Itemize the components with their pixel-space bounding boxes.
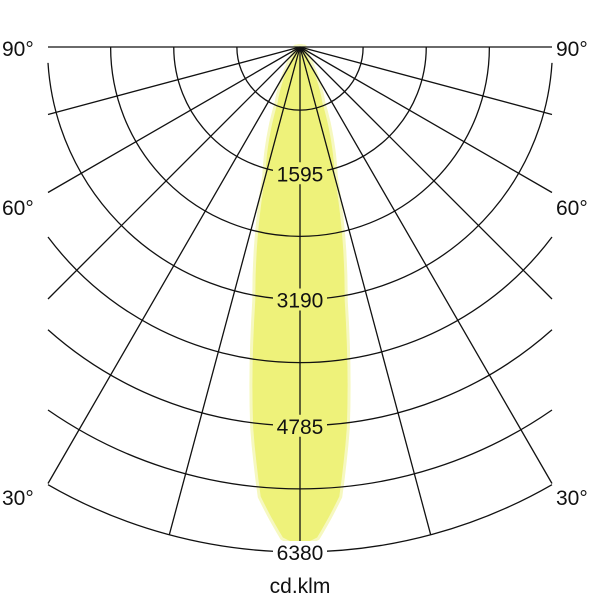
tick-label-background: [273, 414, 327, 437]
angle-grid-line: [299, 46, 553, 194]
radial-tick-label: 3190: [277, 290, 324, 313]
angle-label-90-left: 90°: [2, 38, 34, 61]
angle-label-60-left: 60°: [2, 197, 34, 220]
angle-grid-line: [299, 46, 553, 116]
tick-label-background: [273, 541, 327, 563]
tick-label-background: [273, 288, 327, 311]
angle-grid-line: [299, 46, 553, 484]
angle-label-30-left: 30°: [2, 487, 34, 510]
tick-label-background: [273, 162, 327, 185]
angle-grid-line: [47, 46, 301, 484]
radial-tick-label: 4785: [277, 416, 324, 439]
angle-grid-line: [47, 46, 301, 300]
angle-grid-line: [47, 46, 301, 194]
angle-label-60-right: 60°: [556, 197, 588, 220]
angle-label-90-right: 90°: [556, 38, 588, 61]
angle-grid-line: [299, 46, 432, 535]
radial-tick-label: 1595: [277, 163, 324, 186]
unit-label: cd.klm: [270, 575, 331, 598]
radial-tick-label: 6380: [277, 542, 324, 565]
angle-grid-line: [47, 46, 301, 116]
angle-label-30-right: 30°: [556, 487, 588, 510]
angle-grid-line: [168, 46, 301, 535]
angle-grid-line: [299, 46, 553, 300]
